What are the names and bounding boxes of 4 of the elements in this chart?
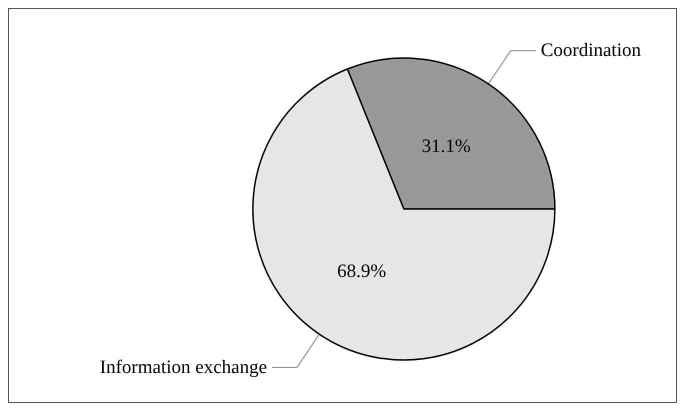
data-label: 31.1% — [422, 136, 471, 157]
slice-label: Coordination — [540, 40, 642, 62]
data-label: 68.9% — [337, 261, 386, 282]
slice-label: Information exchange — [100, 356, 268, 378]
